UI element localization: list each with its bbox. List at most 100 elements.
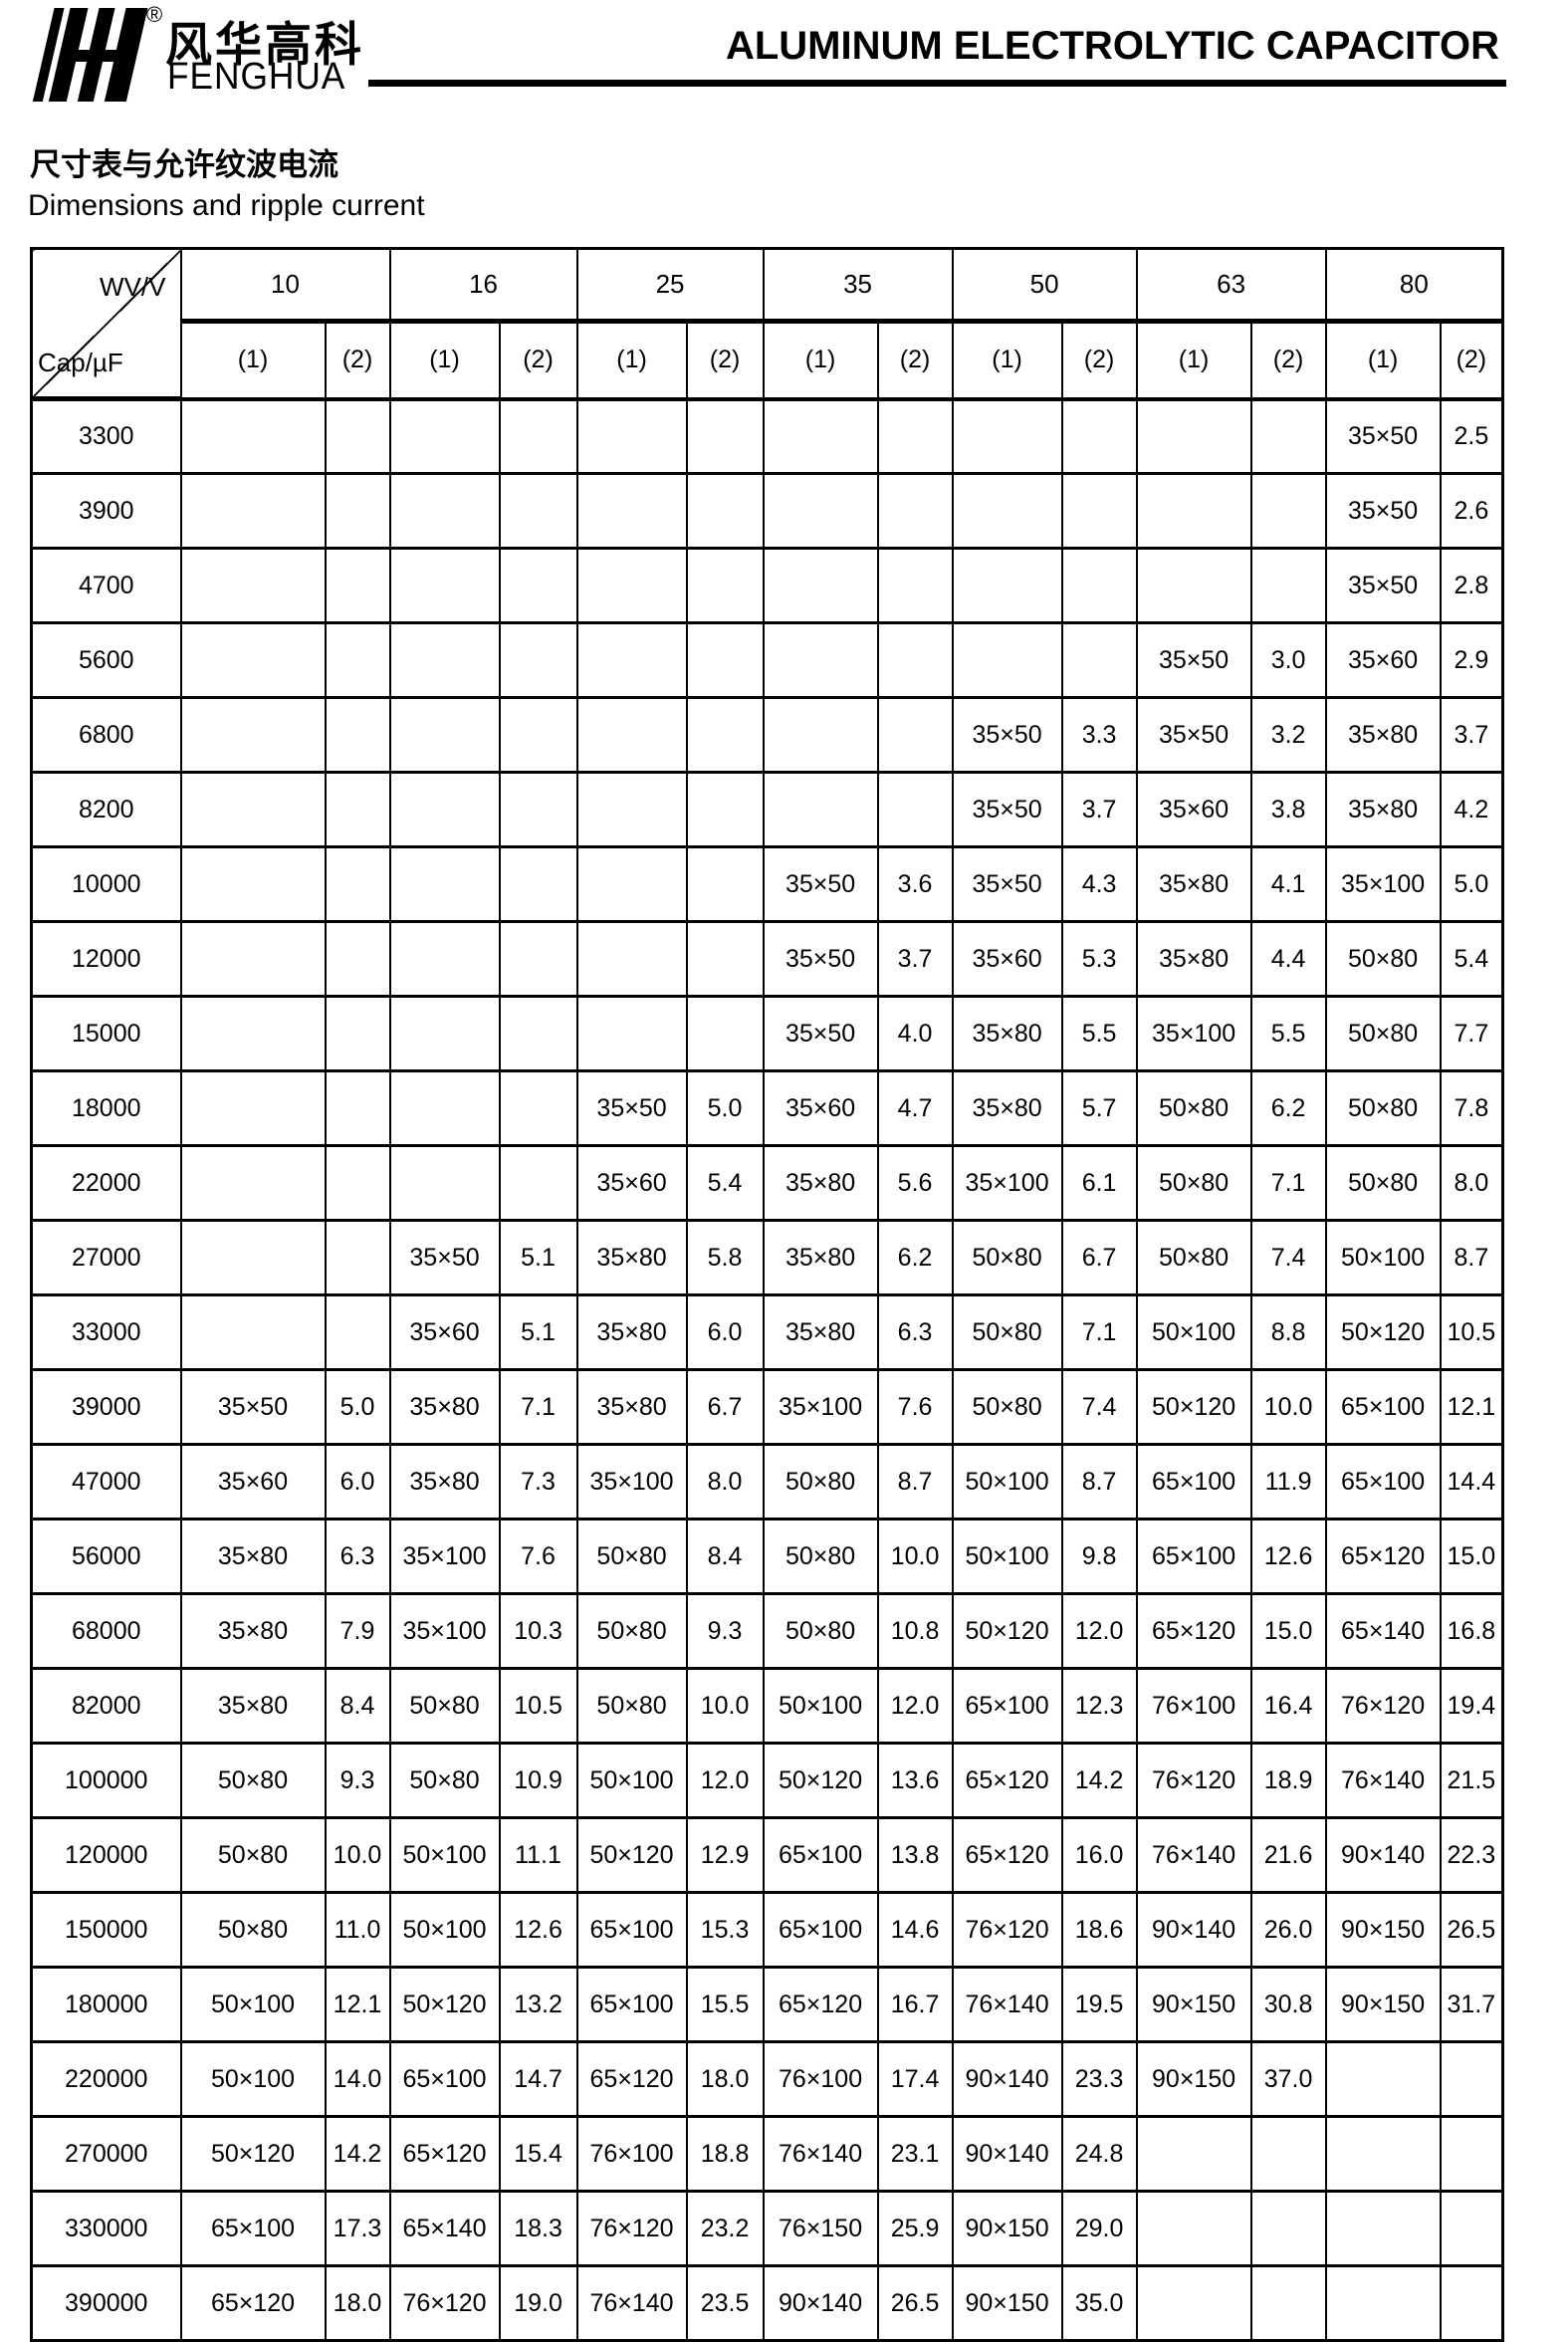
ripple-cell	[498, 1069, 578, 1147]
ripple-cell: 7.6	[498, 1518, 578, 1595]
cap-value: 39000	[30, 1368, 182, 1446]
dim-cell	[762, 771, 879, 848]
dim-cell: 50×100	[388, 1816, 501, 1894]
ripple-cell	[498, 621, 578, 699]
ripple-cell: 12.9	[685, 1816, 765, 1894]
ripple-cell: 31.7	[1439, 1966, 1504, 2043]
table-row: 27000 35×50 5.1 35×80 5.8 35×80 6.2 50×80 6.7 50×…	[30, 1219, 1504, 1296]
ripple-cell	[498, 397, 578, 475]
table-row: 33000 35×60 5.1 35×80 6.0 35×80 6.3 50×80 7.1 50×…	[30, 1293, 1504, 1371]
cap-value: 12000	[30, 920, 182, 998]
ripple-cell: 26.5	[1439, 1891, 1504, 1969]
ripple-cell: 5.5	[1060, 995, 1138, 1072]
dim-cell: 50×120	[1135, 1368, 1252, 1446]
dim-cell: 50×120	[388, 1966, 501, 2043]
dim-cell: 76×140	[1324, 1742, 1442, 1819]
cap-value: 150000	[30, 1891, 182, 1969]
table-row: 270000 50×120 14.2 65×120 15.4 76×100 18.8 76×1…	[30, 2115, 1504, 2193]
dim-cell: 35×60	[388, 1293, 501, 1371]
ripple-cell	[324, 995, 391, 1072]
ripple-cell: 11.0	[324, 1891, 391, 1969]
ripple-cell	[498, 472, 578, 550]
cap-value: 18000	[30, 1069, 182, 1147]
dim-cell	[1135, 2264, 1252, 2342]
cap-value: 22000	[30, 1144, 182, 1222]
dim-cell: 76×150	[762, 2190, 879, 2267]
subheader-cell: (1)	[575, 320, 688, 401]
ripple-cell	[1060, 397, 1138, 475]
ripple-cell: 16.4	[1249, 1667, 1327, 1745]
table-row: 10000 35×50 3.6 35×50 4.3 35×80 4.1 35×100 5.0	[30, 845, 1504, 923]
ripple-cell: 5.0	[685, 1069, 765, 1147]
ripple-cell: 19.0	[498, 2264, 578, 2342]
table-row: 150000 50×80 11.0 50×100 12.6 65×100 15.3 65×10…	[30, 1891, 1504, 1969]
dim-cell: 76×120	[951, 1891, 1063, 1969]
ripple-cell: 17.4	[876, 2040, 954, 2118]
dim-cell: 50×120	[179, 2115, 327, 2193]
dim-cell: 35×50	[575, 1069, 688, 1147]
ripple-cell: 10.5	[1439, 1293, 1504, 1371]
ripple-cell: 6.3	[324, 1518, 391, 1595]
ripple-cell: 21.5	[1439, 1742, 1504, 1819]
ripple-cell: 3.8	[1249, 771, 1327, 848]
ripple-cell: 18.0	[685, 2040, 765, 2118]
dim-cell	[951, 547, 1063, 624]
ripple-cell: 4.4	[1249, 920, 1327, 998]
cap-value: 330000	[30, 2190, 182, 2267]
ripple-cell: 11.1	[498, 1816, 578, 1894]
voltage-header-10: 10	[179, 247, 391, 324]
table-row: 82000 35×80 8.4 50×80 10.5 50×80 10.0 50×100 12.…	[30, 1667, 1504, 1745]
ripple-cell	[498, 696, 578, 774]
dim-cell: 65×120	[575, 2040, 688, 2118]
ripple-cell: 21.6	[1249, 1816, 1327, 1894]
dim-cell: 50×80	[1324, 1069, 1442, 1147]
ripple-cell: 19.4	[1439, 1667, 1504, 1745]
dim-cell	[179, 995, 327, 1072]
ripple-cell: 3.6	[876, 845, 954, 923]
ripple-cell	[324, 397, 391, 475]
ripple-cell: 14.2	[1060, 1742, 1138, 1819]
dim-cell: 35×80	[762, 1293, 879, 1371]
ripple-cell: 8.7	[876, 1443, 954, 1521]
ripple-cell: 16.8	[1439, 1592, 1504, 1670]
subheader-cell: (2)	[685, 320, 765, 401]
dim-cell	[388, 696, 501, 774]
ripple-cell: 26.0	[1249, 1891, 1327, 1969]
ripple-cell: 10.8	[876, 1592, 954, 1670]
registered-trademark-icon: ®	[146, 2, 163, 27]
logo-text-chinese: 风华高科	[165, 18, 364, 71]
ripple-cell	[1249, 472, 1327, 550]
subheader-cell: (2)	[324, 320, 391, 401]
ripple-cell: 15.4	[498, 2115, 578, 2193]
ripple-cell: 7.1	[1060, 1293, 1138, 1371]
ripple-cell: 15.5	[685, 1966, 765, 2043]
ripple-cell	[324, 1219, 391, 1296]
ripple-cell: 22.3	[1439, 1816, 1504, 1894]
fenghua-logo-icon	[28, 6, 159, 104]
ripple-cell: 4.0	[876, 995, 954, 1072]
ripple-cell: 8.0	[1439, 1144, 1504, 1222]
ripple-cell	[876, 621, 954, 699]
ripple-cell: 3.7	[1060, 771, 1138, 848]
dim-cell	[179, 920, 327, 998]
cap-value: 8200	[30, 771, 182, 848]
ripple-cell: 4.3	[1060, 845, 1138, 923]
ripple-cell	[685, 621, 765, 699]
dim-cell: 35×80	[388, 1443, 501, 1521]
dim-cell	[179, 771, 327, 848]
dim-cell: 50×80	[762, 1518, 879, 1595]
table-row: 68000 35×80 7.9 35×100 10.3 50×80 9.3 50×80 10.8…	[30, 1592, 1504, 1670]
ripple-cell: 7.6	[876, 1368, 954, 1446]
ripple-cell	[324, 1293, 391, 1371]
ripple-cell: 13.6	[876, 1742, 954, 1819]
ripple-cell	[876, 472, 954, 550]
dim-cell: 35×50	[1324, 472, 1442, 550]
dim-cell: 65×100	[1135, 1518, 1252, 1595]
ripple-cell: 17.3	[324, 2190, 391, 2267]
dim-cell: 35×50	[1324, 397, 1442, 475]
ripple-cell: 10.0	[1249, 1368, 1327, 1446]
dim-cell: 35×50	[951, 771, 1063, 848]
dim-cell: 90×140	[951, 2115, 1063, 2193]
dim-cell: 50×80	[575, 1518, 688, 1595]
ripple-cell: 25.9	[876, 2190, 954, 2267]
